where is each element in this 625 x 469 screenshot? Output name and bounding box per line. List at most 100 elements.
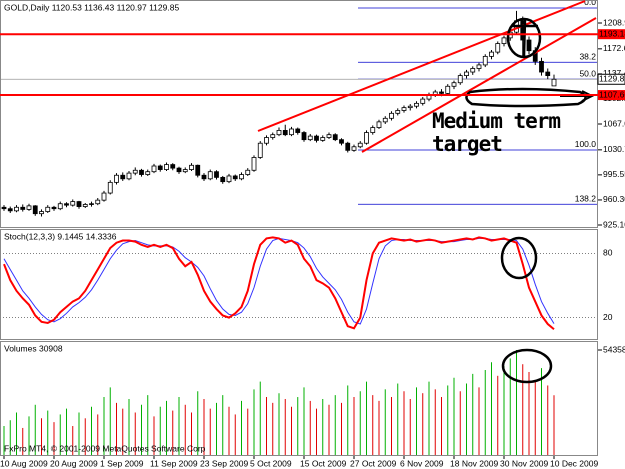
candle-body	[395, 110, 401, 114]
price-title: GOLD,Daily 1120.53 1136.43 1120.97 1129.…	[4, 2, 179, 12]
x-tick-label: 20 Aug 2009	[50, 458, 98, 468]
annotation-cross	[512, 19, 538, 57]
candle-body	[7, 208, 13, 212]
annotation-text: Medium term	[432, 109, 560, 133]
candle-body	[251, 157, 257, 171]
y-tick-label: 960.30	[603, 194, 625, 204]
candle-body	[476, 64, 482, 69]
candle-body	[20, 206, 26, 210]
candle-body	[132, 169, 138, 174]
candle-body	[289, 128, 294, 136]
fibo-label: 100.0	[575, 139, 597, 149]
candle-body	[126, 172, 132, 180]
fibo-label: 38.2	[579, 51, 596, 61]
candle-body	[120, 174, 126, 180]
candle-body	[82, 204, 88, 207]
candle-body	[14, 206, 19, 212]
annotation-circle	[500, 236, 538, 280]
candle-body	[445, 85, 451, 94]
candle-body	[70, 201, 76, 206]
candle-body	[157, 165, 163, 170]
copyright: FxPro MT4, © 2001-2009 MetaQuotes Softwa…	[4, 443, 206, 453]
candle-body	[320, 137, 326, 141]
candle-body	[457, 75, 463, 84]
trend-line	[361, 17, 597, 153]
x-tick-label: 15 Oct 2009	[300, 458, 347, 468]
x-tick-label: 5 Oct 2009	[250, 458, 292, 468]
x-tick-label: 11 Sep 2009	[150, 458, 198, 468]
candle-body	[51, 206, 57, 210]
candle-body	[389, 112, 394, 119]
candle-body	[214, 171, 219, 178]
candle-body	[501, 37, 507, 44]
candle-body	[207, 171, 213, 180]
y-tick-label: 20	[603, 312, 613, 322]
y-tick-label: 1067.00	[603, 118, 625, 128]
volume-title: Volumes 30908	[4, 343, 63, 353]
candle-body	[176, 167, 182, 173]
stoch-pane	[0, 229, 598, 340]
y-tick-label: 54358	[603, 344, 625, 354]
x-tick-label: 1 Sep 2009	[100, 458, 144, 468]
candle-body	[151, 165, 157, 173]
candle-body	[201, 174, 207, 180]
candle-body	[139, 169, 144, 175]
candle-body	[39, 211, 44, 215]
candle-body	[307, 135, 313, 141]
candle-body	[420, 98, 426, 104]
y-tick-label: 995.55	[603, 169, 625, 179]
candle-body	[351, 146, 357, 151]
stoch-title: Stoch(12,3,3) 9.1445 14.3336	[4, 231, 117, 241]
price-pane	[0, 0, 598, 228]
candle-body	[451, 82, 457, 87]
candle-body	[314, 135, 319, 141]
current-price-box	[597, 73, 625, 85]
candle-body	[401, 107, 407, 111]
x-tick-label: 10 Aug 2009	[0, 458, 48, 468]
y-tick-label: 80	[603, 248, 613, 258]
candle-body	[164, 164, 169, 170]
x-tick-label: 18 Nov 2009	[450, 458, 498, 468]
candle-body	[264, 137, 269, 144]
candle-body	[276, 130, 282, 136]
candle-body	[495, 43, 501, 53]
candle-body	[101, 192, 107, 201]
y-tick-label: 1208.90	[603, 17, 625, 27]
horizontal-line-box	[598, 90, 625, 101]
annotation-text: target	[432, 132, 502, 156]
candle-body	[182, 169, 188, 173]
stoch-line	[3, 236, 555, 330]
candle-body	[232, 175, 238, 180]
y-tick-label: 1137.40	[603, 68, 625, 78]
candle-body	[245, 169, 251, 175]
candle-body	[482, 55, 488, 66]
fibo-label: 0.0	[584, 0, 596, 7]
candle-body	[295, 128, 301, 133]
candle-body	[364, 132, 369, 144]
candle-body	[76, 201, 82, 207]
candle-body	[376, 121, 382, 128]
volume-pane	[0, 341, 598, 456]
annotation-circle	[501, 348, 553, 384]
current-price-label: 1129.85	[599, 74, 625, 84]
candle-body	[526, 39, 532, 52]
x-tick-label: 23 Sep 2009	[200, 458, 248, 468]
candle-body	[114, 174, 119, 183]
candle-body	[464, 71, 469, 77]
candle-body	[226, 175, 232, 183]
candle-body	[32, 205, 38, 215]
x-tick-label: 6 Nov 2009	[400, 458, 444, 468]
candle-body	[170, 164, 176, 169]
candle-body	[145, 171, 151, 175]
horizontal-line-box	[598, 29, 625, 40]
y-tick-label: 1030.70	[603, 144, 625, 154]
candle-body	[332, 134, 338, 141]
candle-body	[470, 68, 476, 73]
candle-body	[414, 102, 419, 107]
candle-body	[189, 164, 194, 170]
candle-body	[551, 78, 557, 87]
